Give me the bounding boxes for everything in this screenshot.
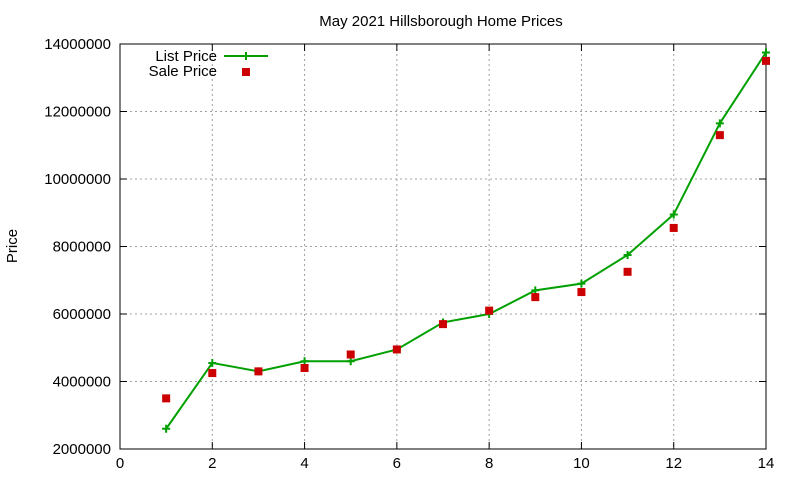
y-tick-label: 2000000 — [53, 441, 111, 458]
y-tick-label: 6000000 — [53, 306, 111, 323]
legend-swatch-sale-price — [242, 68, 250, 76]
list-price-line — [165, 51, 767, 430]
list-price-point — [669, 210, 678, 219]
x-tick-label: 10 — [573, 455, 590, 472]
sale-price-point — [669, 223, 678, 232]
y-tick-label: 10000000 — [44, 171, 111, 188]
list-price-point — [162, 424, 171, 433]
list-price-point — [762, 48, 770, 57]
chart-title: May 2021 Hillsborough Home Prices — [319, 13, 562, 30]
list-price-point — [623, 250, 632, 259]
legend-marker-list-price — [242, 52, 250, 60]
list-price-point — [208, 358, 217, 367]
legend: List Price Sale Price — [149, 48, 268, 80]
x-tick-label: 4 — [300, 455, 308, 472]
sale-price-point — [577, 288, 586, 297]
tick-labels: 0 2 4 6 8 10 12 14 2000000 4000000 6000000 8000000 1… — [44, 36, 774, 472]
list-price-point — [346, 357, 355, 366]
y-tick-label: 12000000 — [44, 104, 111, 121]
y-tick-label: 14000000 — [44, 36, 111, 53]
series-marks — [162, 48, 770, 433]
sale-price-point — [208, 369, 217, 378]
x-tick-label: 0 — [116, 455, 124, 472]
sale-price-point — [531, 293, 540, 302]
sale-price-point — [392, 345, 401, 354]
x-tick-label: 8 — [485, 455, 493, 472]
sale-price-point — [439, 320, 447, 329]
list-price-point — [300, 357, 309, 366]
y-tick-label: 4000000 — [53, 374, 111, 391]
sale-price-point — [162, 394, 171, 403]
x-tick-label: 2 — [208, 455, 216, 472]
sale-price-point — [346, 350, 355, 359]
sale-price-point — [762, 56, 770, 65]
legend-label-sale-price: Sale Price — [149, 63, 217, 80]
sale-price-point — [300, 364, 309, 372]
x-tick-label: 14 — [758, 455, 775, 472]
axes — [119, 43, 767, 450]
grid-lines — [120, 44, 766, 449]
sale-price-point — [623, 267, 632, 276]
list-price-point — [577, 279, 586, 288]
list-price-point — [531, 286, 540, 295]
list-price-point — [715, 119, 724, 128]
x-tick-label: 6 — [393, 455, 401, 472]
y-tick-label: 8000000 — [53, 239, 111, 256]
y-axis-label: Price — [4, 229, 21, 263]
sale-price-point — [485, 306, 494, 315]
sale-price-point — [254, 367, 263, 376]
x-tick-label: 12 — [665, 455, 682, 472]
sale-price-point — [715, 131, 724, 140]
legend-label-list-price: List Price — [155, 48, 217, 65]
